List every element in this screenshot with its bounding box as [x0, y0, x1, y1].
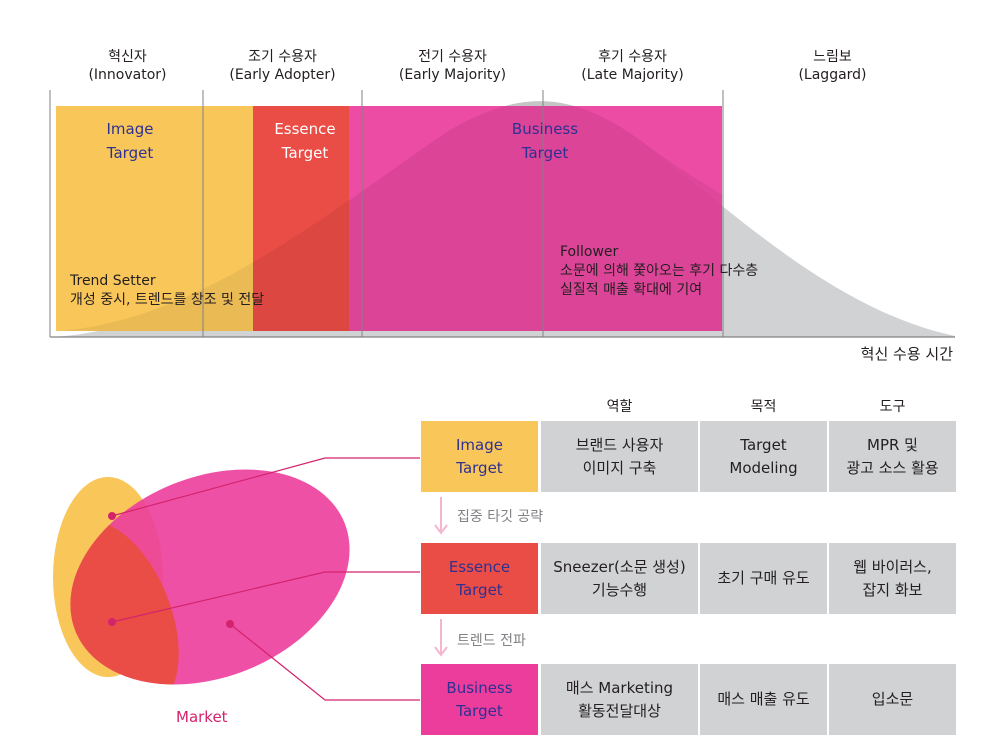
stage-sub: (Laggard)	[798, 67, 867, 83]
image-target-label: Image Target	[80, 117, 180, 165]
stage-label-late-majority: 후기 수용자 (Late Majority)	[565, 48, 700, 84]
connector-business	[229, 623, 420, 701]
purpose-cell: 매스 매출 유도	[700, 664, 827, 735]
follower-note: Follower 소문에 의해 쫓아오는 후기 다수층 실질적 매출 확대에 기…	[560, 244, 759, 298]
adoption-curve-diagram	[49, 90, 955, 338]
down-arrow-icon	[434, 497, 448, 535]
market-label: Market	[176, 708, 228, 726]
stage-name: 조기 수용자	[248, 49, 317, 65]
stage-sub: (Late Majority)	[581, 67, 684, 83]
dot-image	[108, 512, 116, 520]
stage-sub: (Innovator)	[88, 67, 167, 83]
essence-target-label: Essence Target	[255, 117, 355, 165]
dot-essence	[108, 618, 116, 626]
stage-label-laggard: 느림보 (Laggard)	[770, 48, 895, 84]
header-role: 역할	[606, 399, 633, 415]
label-line: Image	[106, 120, 154, 138]
stage-name: 전기 수용자	[418, 49, 487, 65]
dot-business	[226, 620, 234, 628]
curve-overlay	[56, 101, 722, 331]
market-venn-diagram	[53, 457, 420, 701]
business-target-label: Business Target	[490, 117, 600, 165]
connector-image	[111, 457, 420, 517]
stage-sub: (Early Majority)	[398, 67, 507, 83]
label-line: Target	[281, 144, 329, 162]
stage-name: 느림보	[813, 49, 852, 65]
purpose-cell: Target Modeling	[700, 421, 827, 492]
stage-label-early-adopter: 조기 수용자 (Early Adopter)	[215, 48, 350, 84]
stage-name: 혁신자	[108, 49, 147, 65]
role-cell: Sneezer(소문 생성) 기능수행	[541, 543, 698, 614]
image-target-block	[56, 106, 253, 331]
label-line: Essence	[274, 120, 336, 138]
image-target-cell: Image Target	[421, 421, 538, 492]
tool-cell: 웹 바이러스, 잡지 화보	[829, 543, 956, 614]
stage-name: 후기 수용자	[598, 49, 667, 65]
label-line: Target	[106, 144, 154, 162]
tool-cell: MPR 및 광고 소스 활용	[829, 421, 956, 492]
tool-cell: 입소문	[829, 664, 956, 735]
essence-target-block	[253, 106, 349, 331]
label-line: Business	[511, 120, 579, 138]
business-target-cell: Business Target	[421, 664, 538, 735]
header-tool: 도구	[879, 399, 906, 415]
connector-essence	[111, 571, 420, 623]
down-arrow-icon	[434, 619, 448, 657]
step-focus-target: 집중 타깃 공략	[457, 509, 544, 525]
business-target-block	[349, 106, 722, 331]
stage-label-innovator: 혁신자 (Innovator)	[65, 48, 190, 84]
axis-title: 혁신 수용 시간	[860, 345, 953, 363]
purpose-cell: 초기 구매 유도	[700, 543, 827, 614]
stage-label-early-majority: 전기 수용자 (Early Majority)	[385, 48, 520, 84]
step-trend-spread: 트렌드 전파	[457, 633, 526, 649]
header-purpose: 목적	[750, 399, 777, 415]
stage-sub: (Early Adopter)	[229, 67, 336, 83]
role-cell: 브랜드 사용자 이미지 구축	[541, 421, 698, 492]
trend-setter-note: Trend Setter 개성 중시, 트렌드를 창조 및 전달	[70, 273, 265, 308]
role-cell: 매스 Marketing 활동전달대상	[541, 664, 698, 735]
essence-target-cell: Essence Target	[421, 543, 538, 614]
label-line: Target	[521, 144, 569, 162]
